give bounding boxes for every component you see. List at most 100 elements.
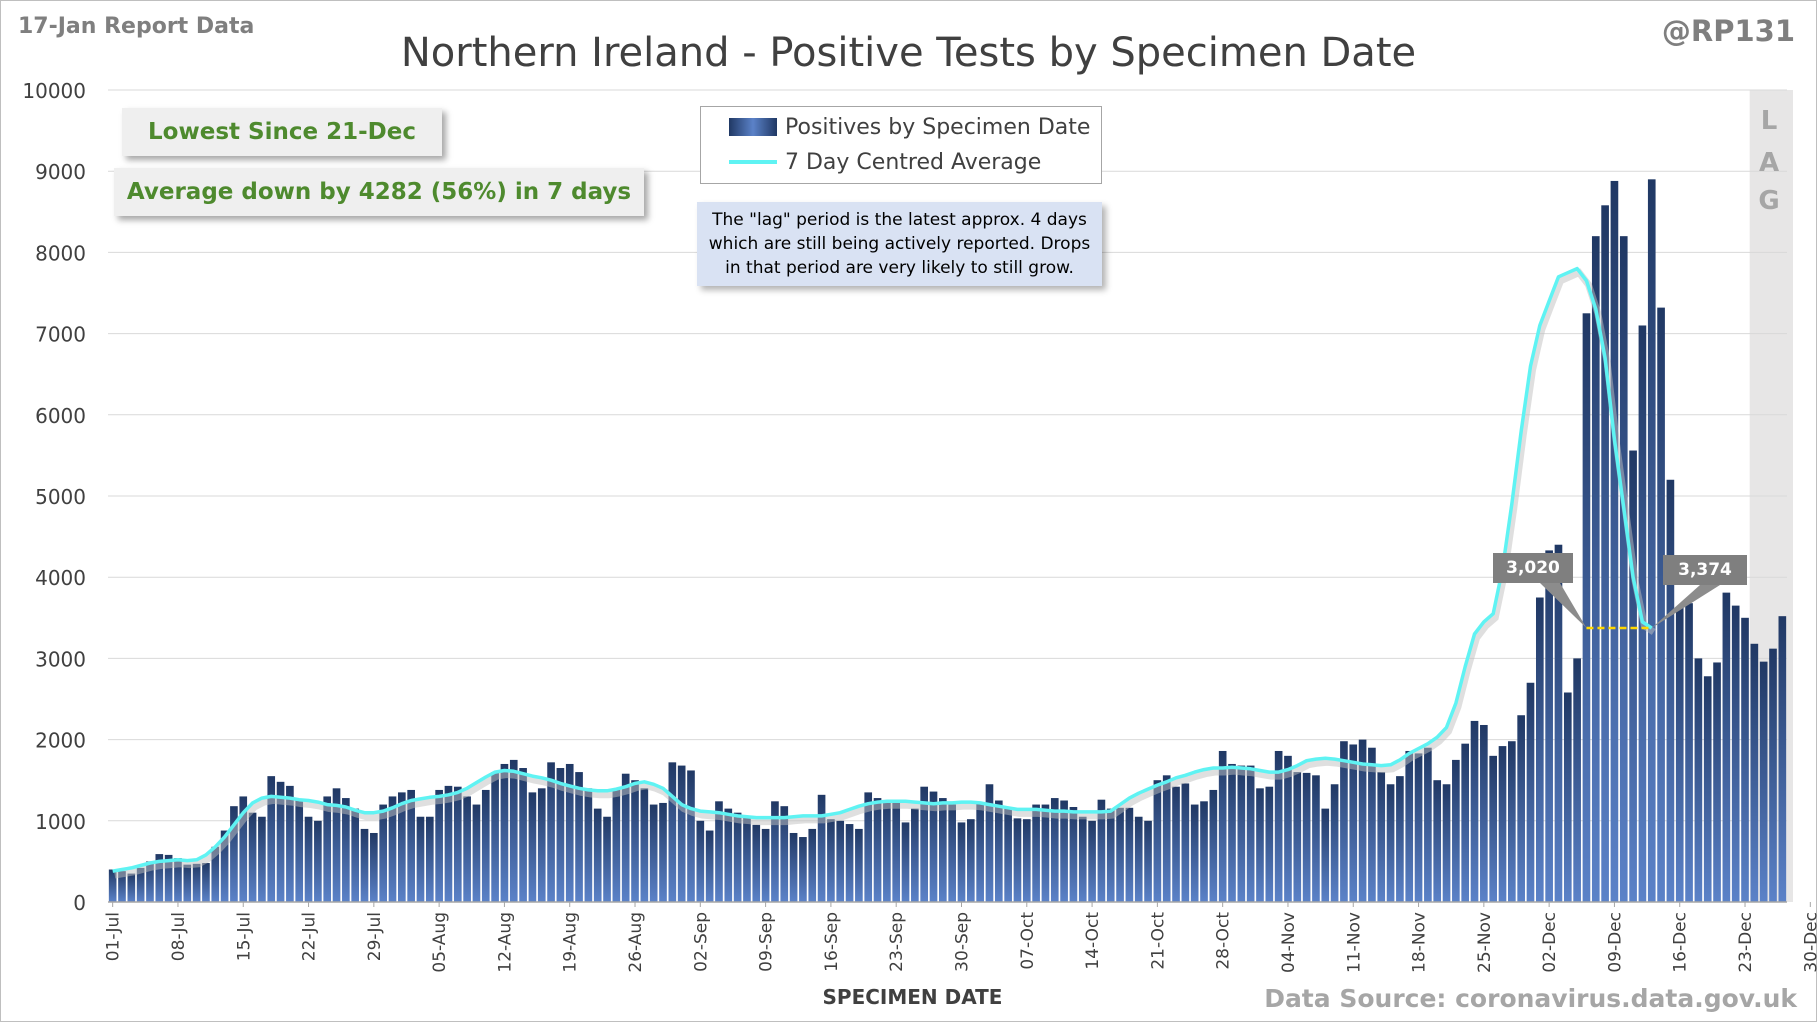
bar <box>1619 236 1628 902</box>
bar <box>1601 205 1609 902</box>
bar <box>1703 676 1712 902</box>
legend-item-bars: Positives by Specimen Date <box>701 110 1090 144</box>
annotation-pointer-right <box>1651 585 1720 629</box>
bar <box>351 808 360 902</box>
bar <box>1125 807 1134 902</box>
bar <box>873 798 882 902</box>
bar <box>649 804 658 902</box>
bar <box>761 828 770 902</box>
bar <box>1022 819 1031 902</box>
bar <box>1563 692 1572 902</box>
bar <box>435 789 443 902</box>
x-tick-label: 18-Nov <box>1410 912 1430 973</box>
bar <box>929 791 938 902</box>
bar <box>127 873 136 902</box>
bar <box>892 799 901 902</box>
bar <box>780 806 789 902</box>
bar <box>976 802 984 902</box>
bar <box>379 804 387 902</box>
axes: 0 1000 2000 3000 4000 5000 6000 7000 8000 9000 100… <box>22 79 1817 973</box>
y-tick-label: 1000 <box>35 810 86 834</box>
bar <box>1106 808 1115 902</box>
bar <box>1116 807 1124 902</box>
bar <box>547 762 555 902</box>
y-tick-label: 0 <box>73 891 86 915</box>
bar <box>1778 616 1787 902</box>
bar <box>1144 820 1152 902</box>
bar <box>1489 755 1497 902</box>
bar <box>1321 808 1330 902</box>
bar <box>183 864 192 902</box>
x-tick-label: 23-Sep <box>887 912 907 972</box>
bar <box>1013 818 1022 902</box>
y-tick-label: 6000 <box>35 404 86 428</box>
annotation-pointer-left <box>1540 583 1587 629</box>
bar <box>1629 450 1637 902</box>
bar <box>323 796 332 902</box>
bar <box>724 808 733 902</box>
x-tick-label: 26-Aug <box>626 912 646 973</box>
bar <box>994 800 1003 902</box>
x-tick-label: 09-Dec <box>1605 912 1625 973</box>
bar <box>1442 784 1451 902</box>
bar <box>1526 682 1535 902</box>
legend-item-line: 7 Day Centred Average <box>701 145 1041 179</box>
bar <box>966 819 975 902</box>
bar <box>1050 798 1059 902</box>
bar <box>1741 617 1749 902</box>
bar <box>1004 807 1012 902</box>
legend-bar-swatch <box>729 118 777 136</box>
bar <box>1153 780 1162 902</box>
y-tick-label: 8000 <box>35 241 86 265</box>
bar <box>864 792 873 902</box>
bar <box>472 804 481 902</box>
bar <box>584 788 593 902</box>
bar <box>1573 658 1581 902</box>
x-tick-label: 16-Dec <box>1671 912 1691 973</box>
bar <box>948 804 956 902</box>
bar <box>808 828 817 902</box>
bar <box>1750 643 1759 902</box>
x-tick-label: 08-Jul <box>169 912 189 961</box>
bar <box>985 784 994 902</box>
y-tick-label: 5000 <box>35 485 86 509</box>
x-tick-label: 30-Dec <box>1801 912 1817 973</box>
bar <box>1731 605 1740 902</box>
legend-line-swatch <box>729 160 777 164</box>
bar <box>1237 765 1246 902</box>
x-axis-title: SPECIMEN DATE <box>822 985 1003 1009</box>
bar <box>295 800 304 902</box>
x-tick-label: 30-Sep <box>952 912 972 972</box>
report-date: 17-Jan Report Data <box>18 14 255 39</box>
x-tick-label: 07-Oct <box>1018 912 1038 970</box>
bar <box>1349 744 1358 902</box>
bar <box>1433 780 1442 902</box>
x-tick-label: 05-Aug <box>430 912 450 973</box>
bar <box>202 863 210 902</box>
bar <box>565 763 574 902</box>
lag-note: The "lag" period is the latest approx. 4… <box>697 202 1102 286</box>
legend-line-label: 7 Day Centred Average <box>785 149 1042 175</box>
bar <box>939 798 947 902</box>
x-tick-label: 22-Jul <box>300 912 320 961</box>
annotation-latest-average: 3,374 <box>1663 555 1747 585</box>
bar <box>332 788 341 902</box>
bar <box>771 801 779 902</box>
bar <box>901 822 910 902</box>
bar <box>1088 820 1096 902</box>
bar <box>276 781 285 902</box>
bar <box>1685 603 1693 902</box>
bar <box>603 816 611 902</box>
bar <box>267 776 276 902</box>
x-tick-label: 23-Dec <box>1736 912 1756 973</box>
bar <box>1200 801 1208 902</box>
bar <box>911 808 919 902</box>
bar <box>1405 750 1414 902</box>
bar <box>258 816 266 902</box>
bar <box>957 822 966 902</box>
bar <box>827 819 835 902</box>
bar <box>220 830 229 902</box>
bar <box>1209 789 1218 902</box>
average-line <box>112 266 1653 873</box>
bar <box>1713 662 1721 902</box>
